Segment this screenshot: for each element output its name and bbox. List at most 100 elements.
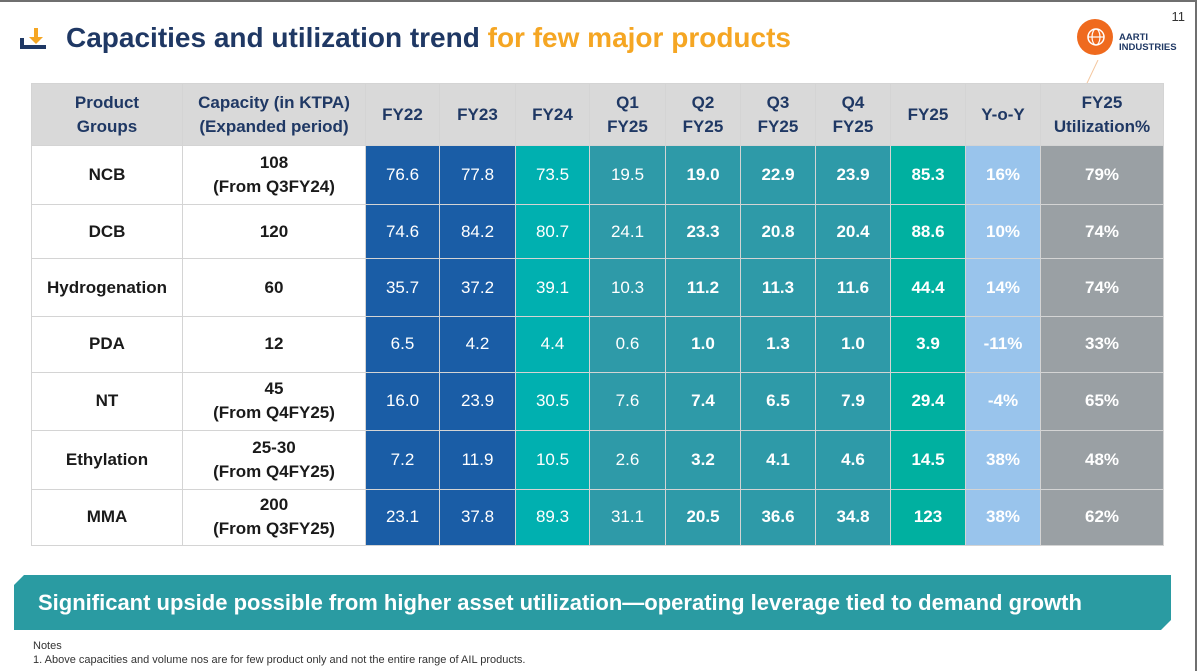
value-cell-fy23: 4.2: [439, 316, 516, 373]
value-cell-fy25: 14.5: [890, 429, 966, 490]
value-cell-fy23: 77.8: [439, 144, 516, 206]
product-group-cell: DCB: [31, 204, 183, 260]
notes-heading: Notes: [33, 640, 62, 652]
value-cell-fy23: 11.9: [439, 429, 516, 490]
capacity-cell: 120: [182, 204, 366, 260]
header-cell: Q2 FY25: [665, 83, 741, 146]
logo-text: AARTI INDUSTRIES: [1119, 33, 1177, 53]
value-cell-fy22: 74.6: [365, 204, 440, 260]
value-cell-q4: 20.4: [815, 204, 891, 260]
header-cell: Capacity (in KTPA) (Expanded period): [182, 83, 366, 146]
value-cell-q3: 11.3: [740, 258, 816, 318]
table-row: DCB 120 74.6 84.2 80.7 24.1 23.3 20.8 20.4 88.6 10…: [31, 204, 1164, 260]
value-cell-fy22: 16.0: [365, 371, 440, 431]
value-cell-q1: 0.6: [589, 316, 666, 373]
product-group-cell: MMA: [31, 488, 183, 547]
value-cell-q4: 7.9: [815, 371, 891, 431]
note-item: 1. Above capacities and volume nos are f…: [33, 654, 526, 666]
value-cell-q3: 6.5: [740, 371, 816, 431]
capacity-table: Product Groups Capacity (in KTPA) (Expan…: [31, 83, 1164, 547]
value-cell-util: 62%: [1040, 488, 1164, 547]
table-row: Hydrogenation 60 35.7 37.2 39.1 10.3 11.2 11.3 1…: [31, 258, 1164, 318]
title-main: Capacities and utilization trend: [66, 22, 480, 53]
value-cell-fy24: 30.5: [515, 371, 590, 431]
product-group-cell: PDA: [31, 316, 183, 373]
value-cell-fy24: 80.7: [515, 204, 590, 260]
value-cell-q1: 2.6: [589, 429, 666, 490]
value-cell-fy22: 76.6: [365, 144, 440, 206]
value-cell-q3: 22.9: [740, 144, 816, 206]
value-cell-fy24: 39.1: [515, 258, 590, 318]
value-cell-q4: 23.9: [815, 144, 891, 206]
header-cell: FY23: [439, 83, 516, 146]
value-cell-util: 74%: [1040, 204, 1164, 260]
header-cell: FY22: [365, 83, 440, 146]
value-cell-q3: 1.3: [740, 316, 816, 373]
value-cell-q3: 4.1: [740, 429, 816, 490]
table-row: Ethylation 25-30 (From Q4FY25) 7.2 11.9 10.5…: [31, 429, 1164, 490]
title-accent: for few major products: [487, 22, 791, 53]
value-cell-fy25: 3.9: [890, 316, 966, 373]
product-group-cell: NT: [31, 371, 183, 431]
download-arrow-icon: [20, 28, 46, 49]
banner-text: Significant upside possible from higher …: [38, 590, 1082, 615]
value-cell-yoy: 38%: [965, 429, 1041, 490]
header-cell: Y-o-Y: [965, 83, 1041, 146]
value-cell-q1: 19.5: [589, 144, 666, 206]
value-cell-q4: 11.6: [815, 258, 891, 318]
capacity-cell: 200 (From Q3FY25): [182, 488, 366, 547]
capacity-cell: 12: [182, 316, 366, 373]
table-row: NCB 108 (From Q3FY24) 76.6 77.8 73.5 19.5 19.0…: [31, 144, 1164, 206]
value-cell-fy23: 37.8: [439, 488, 516, 547]
value-cell-fy22: 23.1: [365, 488, 440, 547]
value-cell-fy25: 85.3: [890, 144, 966, 206]
product-group-cell: Ethylation: [31, 429, 183, 490]
value-cell-util: 74%: [1040, 258, 1164, 318]
globe-icon: [1087, 28, 1105, 46]
right-border: [1195, 0, 1197, 671]
value-cell-q1: 7.6: [589, 371, 666, 431]
value-cell-q2: 20.5: [665, 488, 741, 547]
value-cell-yoy: 38%: [965, 488, 1041, 547]
value-cell-fy25: 44.4: [890, 258, 966, 318]
value-cell-q1: 10.3: [589, 258, 666, 318]
value-cell-q2: 11.2: [665, 258, 741, 318]
value-cell-fy25: 123: [890, 488, 966, 547]
header-cell: FY25 Utilization%: [1040, 83, 1164, 146]
capacity-cell: 25-30 (From Q4FY25): [182, 429, 366, 490]
value-cell-q2: 3.2: [665, 429, 741, 490]
value-cell-q4: 34.8: [815, 488, 891, 547]
value-cell-yoy: 16%: [965, 144, 1041, 206]
top-border: [0, 0, 1197, 2]
value-cell-fy23: 23.9: [439, 371, 516, 431]
value-cell-fy24: 10.5: [515, 429, 590, 490]
header-cell: FY25: [890, 83, 966, 146]
value-cell-fy25: 29.4: [890, 371, 966, 431]
logo-line2: INDUSTRIES: [1119, 42, 1177, 53]
value-cell-q4: 4.6: [815, 429, 891, 490]
table-row: NT 45 (From Q4FY25) 16.0 23.9 30.5 7.6 7.4 6.5 7…: [31, 371, 1164, 431]
value-cell-q1: 31.1: [589, 488, 666, 547]
page-title: Capacities and utilization trend for few…: [66, 22, 791, 54]
capacity-cell: 60: [182, 258, 366, 318]
value-cell-fy22: 6.5: [365, 316, 440, 373]
value-cell-fy23: 37.2: [439, 258, 516, 318]
value-cell-fy23: 84.2: [439, 204, 516, 260]
header-cell: Q4 FY25: [815, 83, 891, 146]
value-cell-fy25: 88.6: [890, 204, 966, 260]
value-cell-yoy: -4%: [965, 371, 1041, 431]
takeaway-banner: [14, 575, 1171, 630]
value-cell-yoy: -11%: [965, 316, 1041, 373]
value-cell-fy24: 73.5: [515, 144, 590, 206]
value-cell-yoy: 10%: [965, 204, 1041, 260]
table-header-row: Product Groups Capacity (in KTPA) (Expan…: [31, 83, 1164, 146]
value-cell-q2: 7.4: [665, 371, 741, 431]
value-cell-util: 33%: [1040, 316, 1164, 373]
value-cell-util: 48%: [1040, 429, 1164, 490]
page-number: 11: [1171, 9, 1186, 24]
product-group-cell: NCB: [31, 144, 183, 206]
value-cell-q2: 1.0: [665, 316, 741, 373]
table-row: MMA 200 (From Q3FY25) 23.1 37.8 89.3 31.1 20.5…: [31, 488, 1164, 547]
value-cell-q2: 19.0: [665, 144, 741, 206]
value-cell-util: 79%: [1040, 144, 1164, 206]
